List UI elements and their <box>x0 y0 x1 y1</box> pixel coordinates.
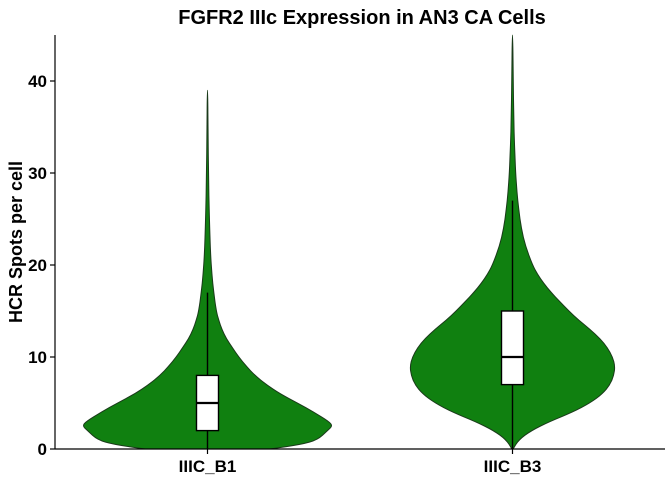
y-tick-label: 10 <box>28 348 47 367</box>
violin-group <box>83 89 332 450</box>
y-tick-label: 40 <box>28 72 47 91</box>
violin-group <box>409 34 616 450</box>
iqr-box <box>500 310 525 386</box>
x-axis: IIIC_B1 IIIC_B3 <box>179 449 542 476</box>
violin-body <box>83 89 332 450</box>
x-tick-label: IIIC_B1 <box>179 457 237 476</box>
y-tick-label: 20 <box>28 256 47 275</box>
y-axis-label: HCR Spots per cell <box>6 161 26 323</box>
x-tick-label: IIIC_B3 <box>484 457 542 476</box>
chart-title: FGFR2 IIIc Expression in AN3 CA Cells <box>178 7 546 29</box>
plot-area <box>83 34 616 450</box>
y-axis: 0 10 20 30 40 <box>28 72 55 459</box>
y-tick-label: 0 <box>38 440 47 459</box>
y-tick-label: 30 <box>28 164 47 183</box>
